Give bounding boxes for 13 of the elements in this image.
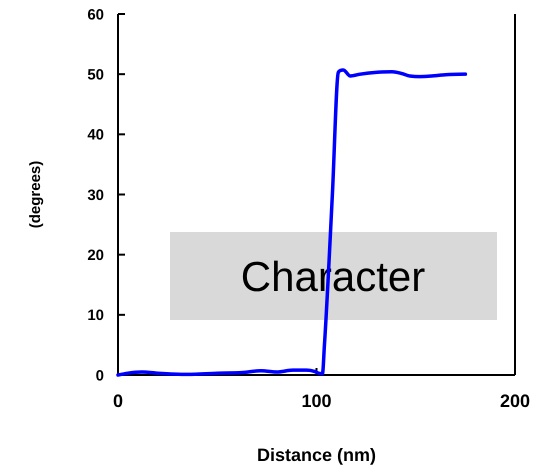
y-tick-label: 50 bbox=[87, 66, 104, 84]
y-tick-label: 20 bbox=[87, 246, 104, 264]
y-tick-label: 40 bbox=[87, 126, 104, 144]
x-tick-label: 0 bbox=[112, 391, 124, 411]
y-tick-label: 0 bbox=[96, 367, 104, 384]
y-tick-label: 10 bbox=[87, 307, 104, 324]
y-tick-label: 60 bbox=[87, 6, 104, 24]
x-tick-label: 100 bbox=[301, 391, 332, 411]
y-axis-title: (degrees) bbox=[27, 160, 44, 228]
y-tick-label: 30 bbox=[87, 186, 104, 204]
x-axis-title: Distance (nm) bbox=[256, 445, 376, 465]
x-tick-label: 200 bbox=[500, 391, 530, 411]
line-series bbox=[116, 68, 468, 377]
